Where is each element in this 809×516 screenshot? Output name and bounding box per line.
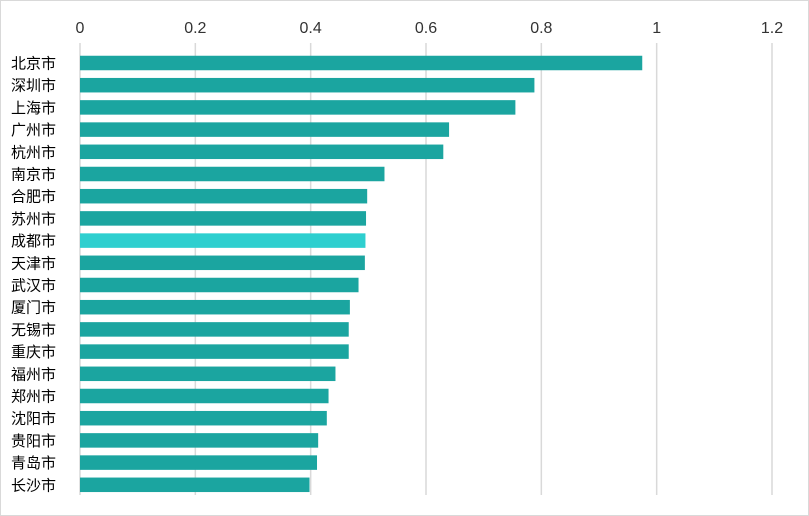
category-label: 重庆市 [11,343,56,361]
bar [80,77,535,93]
category-label: 南京市 [11,166,56,184]
category-label: 北京市 [11,55,56,73]
bar [80,55,643,71]
bar [80,477,310,493]
bars [80,55,643,493]
category-label: 杭州市 [11,143,56,161]
category-label: 广州市 [11,121,56,139]
category-label: 上海市 [11,99,56,117]
bar [80,211,367,226]
bar [80,188,368,204]
x-axis-ticks: 0 0.2 0.4 0.6 0.8 1 1.2 [76,20,784,37]
category-label: 贵阳市 [11,432,56,450]
category-label: 青岛市 [11,454,56,472]
bar [80,366,336,382]
bar [80,100,516,115]
x-tick-label: 0.8 [530,20,552,37]
x-tick-label: 0.6 [415,20,437,37]
x-tick-label: 0 [76,20,85,37]
bar [80,277,359,293]
bar [80,455,318,470]
category-label: 合肥市 [11,188,56,206]
x-tick-label: 0.4 [300,20,322,37]
category-label: 苏州市 [11,210,56,228]
category-label: 沈阳市 [11,410,56,428]
category-label: 长沙市 [11,476,56,494]
bar [80,410,327,426]
category-labels: 北京市深圳市上海市广州市杭州市南京市合肥市苏州市成都市天津市武汉市厦门市无锡市重… [11,55,56,495]
category-label: 武汉市 [11,277,56,295]
bar [80,344,349,359]
category-label: 成都市 [11,232,56,250]
x-tick-label: 0.2 [184,20,206,37]
category-label: 郑州市 [11,388,56,406]
bar [80,433,319,448]
bar [80,255,365,271]
bar [80,144,444,160]
bar [80,299,350,315]
bar [80,388,329,404]
category-label: 无锡市 [11,321,56,339]
bar [80,322,349,337]
x-tick-label: 1.2 [761,20,783,37]
category-label: 天津市 [11,254,56,272]
bar [80,122,450,137]
category-label: 福州市 [11,365,56,383]
category-label: 深圳市 [11,77,56,95]
bar [80,166,385,182]
bar [80,233,366,248]
x-tick-label: 1 [652,20,661,37]
category-label: 厦门市 [11,299,56,317]
